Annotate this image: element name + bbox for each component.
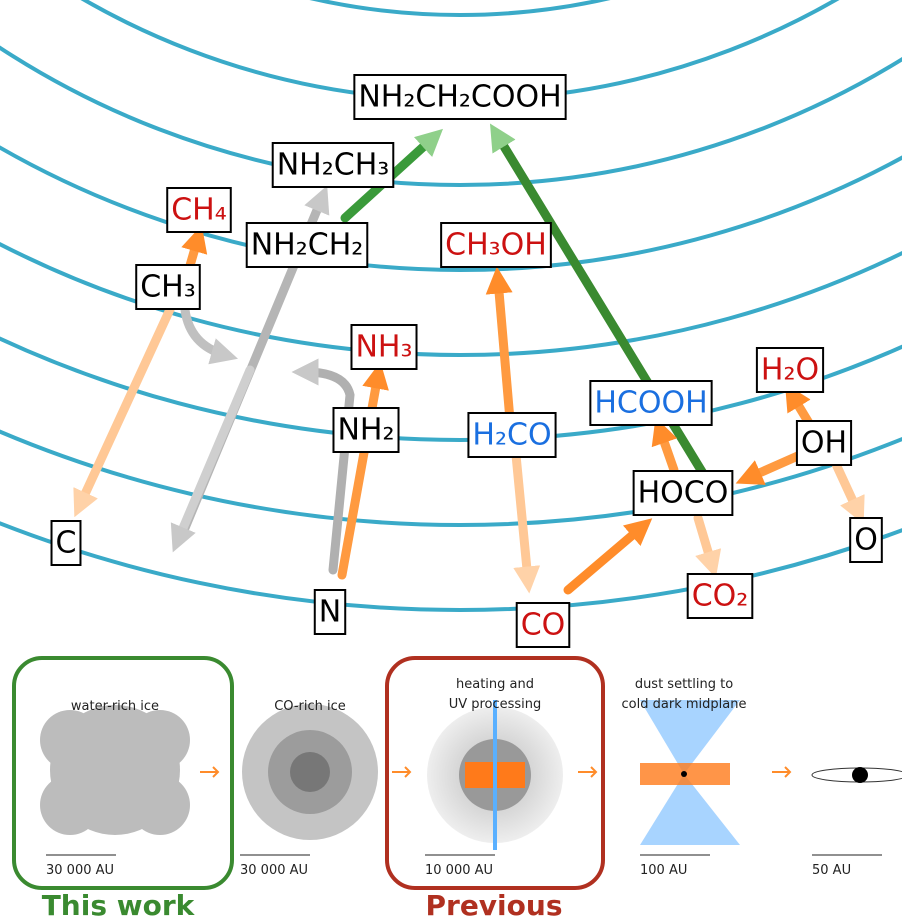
panel-caption: CO-rich ice — [274, 699, 346, 714]
node: HOCO — [632, 470, 734, 516]
node: CH₄ — [166, 187, 232, 233]
panel-caption: dust settling to — [635, 677, 733, 692]
node-label: O — [854, 523, 878, 558]
node-label: CH₃OH — [445, 228, 547, 263]
node-box — [332, 407, 400, 453]
node-label: NH₃ — [355, 330, 412, 365]
scale-label: 30 000 AU — [46, 863, 114, 878]
scale-label: 30 000 AU — [240, 863, 308, 878]
node-label: OH — [801, 426, 847, 461]
node-label: HCOOH — [594, 386, 707, 421]
node: C — [50, 520, 82, 566]
node: CO — [515, 602, 571, 648]
panels: water-rich ice 30 000 AU CO-rich ice 30 000… — [12, 656, 902, 922]
panel-caption: heating and — [456, 677, 534, 692]
previous-box — [385, 656, 605, 890]
scale-label: 50 AU — [812, 863, 851, 878]
scale-label: 100 AU — [640, 863, 687, 878]
node: HCOOH — [589, 380, 713, 426]
node-label: CH₄ — [171, 193, 227, 228]
node-label: CO — [521, 608, 566, 643]
panel-caption: cold dark midplane — [622, 697, 747, 712]
system — [811, 767, 902, 783]
node-box — [686, 573, 754, 619]
node: NH₂CH₃ — [271, 142, 395, 188]
node-label: CH₃ — [140, 270, 196, 305]
node: NH₂CH₂ — [245, 222, 369, 268]
node-label: C — [56, 526, 77, 561]
nodes: NH₂CH₂COOHNH₂CH₃CH₄NH₂CH₂CH₃CH₃OHNH₃H₂OH… — [50, 74, 883, 648]
arc — [0, 45, 902, 188]
node-box — [467, 412, 557, 458]
node-label: NH₂CH₃ — [277, 148, 390, 183]
cloud-3 — [427, 700, 563, 850]
node-box — [795, 420, 853, 466]
node-label: NH₂ — [337, 413, 394, 448]
node-box — [755, 347, 825, 393]
node-label: H₂CO — [472, 418, 551, 453]
this-work-label: This work — [42, 889, 196, 922]
node: CH₃OH — [440, 222, 552, 268]
node: CO₂ — [686, 573, 754, 619]
arc — [0, 336, 902, 442]
node-box — [515, 602, 571, 648]
node-box — [135, 264, 201, 310]
this-work-box — [12, 656, 234, 890]
node: O — [849, 517, 883, 563]
node-box — [350, 324, 418, 370]
node-box — [245, 222, 369, 268]
node-label: N — [319, 595, 341, 630]
flow-arrows — [200, 766, 792, 778]
node: H₂CO — [467, 412, 557, 458]
arc — [0, 145, 902, 272]
node-label: CO₂ — [692, 579, 749, 614]
node-box — [50, 520, 82, 566]
node: H₂O — [755, 347, 825, 393]
previous-label: Previous — [425, 889, 562, 922]
node-label: H₂O — [761, 353, 819, 388]
arc — [0, 241, 902, 358]
node: NH₂CH₂COOH — [353, 74, 567, 120]
cloud-1 — [40, 705, 190, 835]
node: NH₃ — [350, 324, 418, 370]
arc — [0, 521, 902, 612]
node-box — [589, 380, 713, 426]
node-box — [849, 517, 883, 563]
node: OH — [795, 420, 853, 466]
node-box — [271, 142, 395, 188]
node: CH₃ — [135, 264, 201, 310]
node-label: HOCO — [638, 476, 729, 511]
node-box — [632, 470, 734, 516]
node-box — [166, 187, 232, 233]
node-box — [440, 222, 552, 268]
node: N — [313, 589, 347, 635]
node-label: NH₂CH₂COOH — [358, 80, 561, 115]
panel-caption: UV processing — [449, 697, 542, 712]
node: NH₂ — [332, 407, 400, 453]
node-box — [353, 74, 567, 120]
arc — [0, 429, 902, 527]
scale-label: 10 000 AU — [425, 863, 493, 878]
node-label: NH₂CH₂ — [251, 228, 364, 263]
cloud-2 — [242, 704, 378, 840]
panel-caption: water-rich ice — [71, 699, 159, 714]
arc — [310, 0, 610, 17]
disk — [640, 700, 740, 845]
node-box — [313, 589, 347, 635]
